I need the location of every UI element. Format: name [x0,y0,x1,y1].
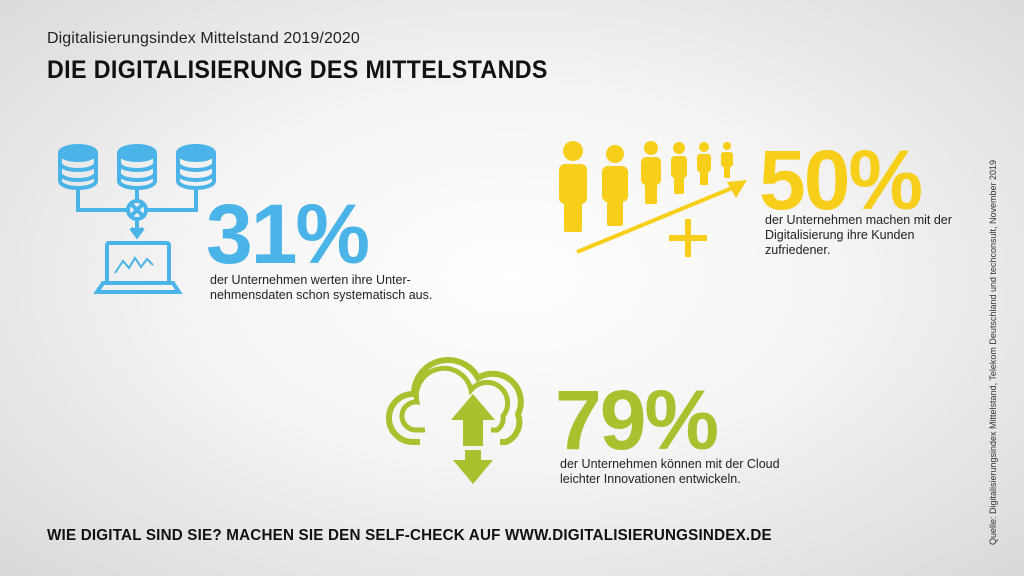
cloud-upload-download-icon [386,357,524,484]
stat-text-cloud: der Unternehmen können mit der Cloud lei… [560,457,780,486]
stat-percent-cloud: 79% [555,373,719,467]
subtitle: Digitalisierungsindex Mittelstand 2019/2… [47,30,360,47]
stat-percent-data: 31% [206,187,370,281]
source-note: Quelle: Digitalisierungsindex Mittelstan… [988,159,998,545]
stat-text-customers: der Unternehmen machen mit der Digitalis… [765,213,952,257]
stat-text-data: der Unternehmen werten ihre Unter-nehmen… [210,273,433,302]
database-laptop-icon [58,144,216,294]
self-check-call-to-action: WIE DIGITAL SIND SIE? MACHEN SIE DEN SEL… [47,527,772,544]
people-growth-icon [559,141,747,257]
page-title: DIE DIGITALISIERUNG DES MITTELSTANDS [47,56,548,84]
stat-percent-customers: 50% [759,133,923,227]
